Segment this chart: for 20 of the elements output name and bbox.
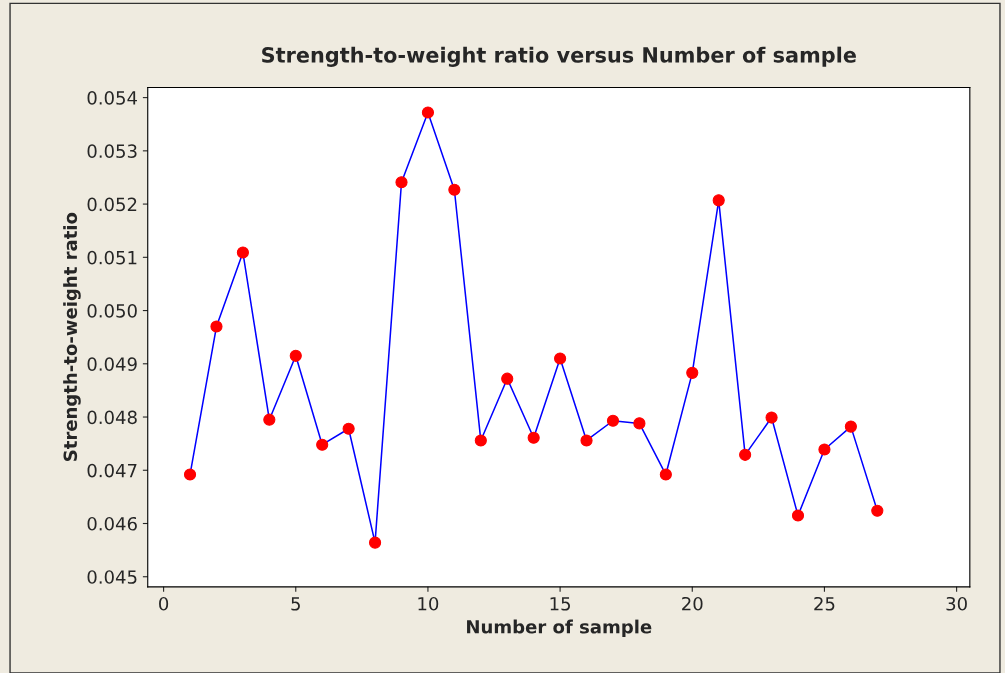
x-tick-label: 10: [418, 596, 439, 611]
y-tick-label: 0.052: [87, 197, 137, 212]
y-tick-label: 0.051: [87, 250, 137, 265]
x-tick-label: 25: [814, 596, 835, 611]
x-tick-label: 20: [682, 596, 703, 611]
y-tick-label: 0.050: [87, 304, 137, 318]
y-tick-label: 0.047: [87, 463, 137, 478]
x-tick-label: 15: [550, 597, 571, 611]
y-tick-label: 0.053: [87, 144, 137, 158]
y-tick-label: 0.046: [87, 516, 137, 531]
chart-title: Strength-to-weight ratio versus Number of sample: [262, 46, 856, 67]
y-tick-label: 0.045: [87, 570, 137, 584]
y-tick-label: 0.049: [87, 357, 137, 371]
x-tick-label: 0: [159, 596, 169, 611]
x-axis-title: Number of sample: [467, 619, 652, 638]
x-tick-label: 30: [946, 596, 967, 611]
y-tick-label: 0.054: [87, 91, 137, 105]
x-tick-label: 5: [291, 597, 300, 611]
y-tick-label: 0.048: [87, 410, 137, 425]
y-axis-title: Strength-to-weight ratio: [63, 212, 81, 461]
